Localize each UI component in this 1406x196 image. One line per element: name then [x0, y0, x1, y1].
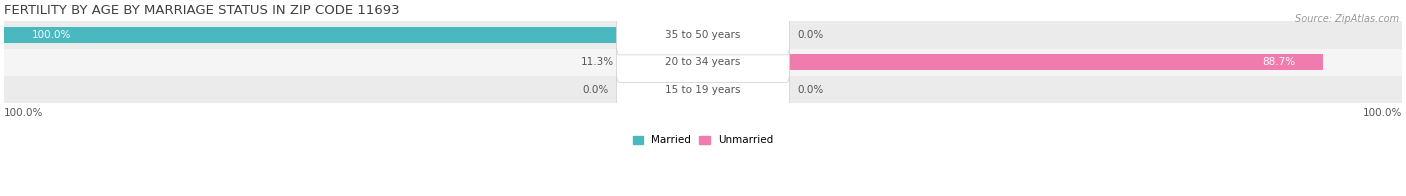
Bar [703, 54, 1323, 70]
Text: 0.0%: 0.0% [797, 85, 824, 95]
Bar [4, 21, 1402, 49]
Bar [4, 76, 1402, 103]
Text: 11.3%: 11.3% [581, 57, 613, 67]
Bar [624, 54, 703, 70]
Bar [4, 49, 1402, 76]
Text: 0.0%: 0.0% [582, 85, 609, 95]
FancyBboxPatch shape [616, 70, 790, 110]
Text: FERTILITY BY AGE BY MARRIAGE STATUS IN ZIP CODE 11693: FERTILITY BY AGE BY MARRIAGE STATUS IN Z… [4, 4, 399, 17]
FancyBboxPatch shape [616, 42, 790, 82]
Text: Source: ZipAtlas.com: Source: ZipAtlas.com [1295, 14, 1399, 24]
Text: 15 to 19 years: 15 to 19 years [665, 85, 741, 95]
Text: 35 to 50 years: 35 to 50 years [665, 30, 741, 40]
Text: 100.0%: 100.0% [4, 108, 44, 118]
Text: 100.0%: 100.0% [32, 30, 72, 40]
Bar [4, 27, 703, 43]
Text: 20 to 34 years: 20 to 34 years [665, 57, 741, 67]
Legend: Married, Unmarried: Married, Unmarried [628, 131, 778, 149]
Text: 100.0%: 100.0% [1362, 108, 1402, 118]
FancyBboxPatch shape [616, 15, 790, 55]
Text: 88.7%: 88.7% [1261, 57, 1295, 67]
Text: 0.0%: 0.0% [797, 30, 824, 40]
